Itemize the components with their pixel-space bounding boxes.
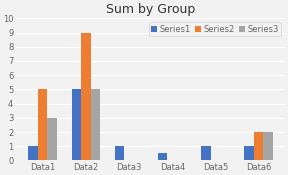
Bar — [28, 146, 38, 160]
Bar — [254, 132, 264, 160]
Bar — [81, 33, 90, 160]
Title: Sum by Group: Sum by Group — [106, 3, 195, 16]
Bar — [38, 89, 47, 160]
Bar — [115, 146, 124, 160]
Bar — [264, 132, 273, 160]
Bar — [245, 146, 254, 160]
Bar — [71, 89, 81, 160]
Bar — [47, 118, 57, 160]
Bar — [158, 153, 168, 160]
Bar — [201, 146, 211, 160]
Bar — [90, 89, 100, 160]
Legend: Series1, Series2, Series3: Series1, Series2, Series3 — [149, 23, 281, 37]
